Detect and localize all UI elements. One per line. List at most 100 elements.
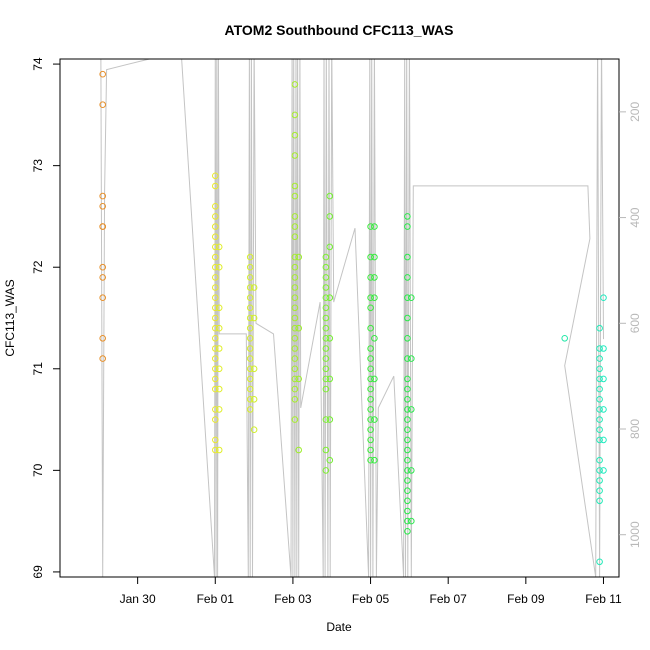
data-point xyxy=(291,182,299,190)
data-point xyxy=(99,192,106,200)
data-point xyxy=(215,324,223,332)
x-tick-label: Feb 07 xyxy=(430,592,468,606)
data-point xyxy=(99,355,106,362)
data-point xyxy=(322,263,330,271)
data-point xyxy=(250,365,258,373)
data-point xyxy=(291,152,299,159)
y-tick-label: 74 xyxy=(31,57,45,71)
right-tick-label: 400 xyxy=(628,207,642,227)
data-point xyxy=(408,294,415,302)
data-point xyxy=(326,456,334,464)
data-point xyxy=(367,253,374,261)
data-point xyxy=(404,355,411,362)
x-tick-label: Feb 03 xyxy=(274,592,312,606)
data-point xyxy=(371,294,378,302)
data-point xyxy=(212,233,219,240)
data-point xyxy=(596,385,603,393)
data-point xyxy=(408,406,415,413)
data-point xyxy=(371,416,378,423)
data-point xyxy=(600,375,607,383)
data-point xyxy=(99,263,106,271)
data-point xyxy=(322,375,330,383)
data-point xyxy=(212,406,219,413)
data-point xyxy=(367,406,374,413)
data-point xyxy=(367,304,374,312)
data-point xyxy=(291,355,299,362)
data-point xyxy=(326,243,334,251)
data-point xyxy=(246,284,254,291)
data-point xyxy=(404,528,411,535)
data-point xyxy=(212,223,219,230)
data-point xyxy=(596,324,603,332)
data-point xyxy=(250,426,258,434)
data-point xyxy=(215,446,223,454)
data-point xyxy=(596,416,603,423)
data-point xyxy=(367,436,374,444)
data-point xyxy=(212,345,219,352)
data-point xyxy=(246,335,254,342)
data-point xyxy=(322,304,330,312)
data-point xyxy=(212,304,219,312)
data-point xyxy=(596,467,603,474)
data-point xyxy=(291,213,299,220)
data-point xyxy=(99,101,106,108)
data-point xyxy=(326,192,334,200)
data-point xyxy=(99,294,106,302)
data-point xyxy=(291,233,299,240)
data-point xyxy=(291,416,299,423)
data-point xyxy=(322,345,330,352)
data-point xyxy=(367,456,374,464)
data-point xyxy=(246,375,254,383)
data-point xyxy=(295,446,303,454)
data-point xyxy=(322,284,330,291)
data-point xyxy=(596,345,603,352)
data-point xyxy=(367,365,374,373)
data-point xyxy=(246,253,254,261)
right-tick-label: 800 xyxy=(628,419,642,439)
data-point xyxy=(367,396,374,403)
data-point xyxy=(212,274,219,281)
data-point xyxy=(600,406,607,413)
data-point xyxy=(404,436,411,444)
data-point xyxy=(212,243,219,251)
data-point xyxy=(596,365,603,373)
data-point xyxy=(212,203,219,210)
data-point xyxy=(291,365,299,373)
data-point xyxy=(291,192,299,200)
data-point xyxy=(212,182,219,190)
data-point xyxy=(408,467,415,474)
data-point xyxy=(326,294,334,302)
data-point xyxy=(246,355,254,362)
data-point xyxy=(596,375,603,383)
data-point xyxy=(250,314,258,322)
data-point xyxy=(291,335,299,342)
data-point xyxy=(367,355,374,362)
data-point xyxy=(404,446,411,454)
data-point xyxy=(250,396,258,403)
data-point xyxy=(404,426,411,434)
data-point xyxy=(371,375,378,383)
data-point xyxy=(561,335,569,342)
data-point xyxy=(246,385,254,393)
data-point xyxy=(408,517,415,525)
x-tick-label: Feb 11 xyxy=(585,592,622,606)
data-point xyxy=(291,263,299,271)
y-tick-label: 71 xyxy=(31,362,45,376)
data-point xyxy=(291,304,299,312)
data-point xyxy=(212,294,219,302)
right-tick-label: 600 xyxy=(628,313,642,333)
data-point xyxy=(367,446,374,454)
data-point xyxy=(596,396,603,403)
data-point xyxy=(212,436,219,444)
data-point xyxy=(246,396,254,403)
y-tick-label: 72 xyxy=(31,260,45,274)
data-point xyxy=(596,436,603,444)
data-point xyxy=(291,314,299,322)
data-point xyxy=(291,81,299,88)
y-axis-label: CFC113_WAS xyxy=(3,279,17,356)
data-point xyxy=(99,223,106,230)
data-point xyxy=(404,294,411,302)
data-point xyxy=(367,385,374,393)
data-point xyxy=(596,456,603,464)
data-point xyxy=(596,477,603,484)
